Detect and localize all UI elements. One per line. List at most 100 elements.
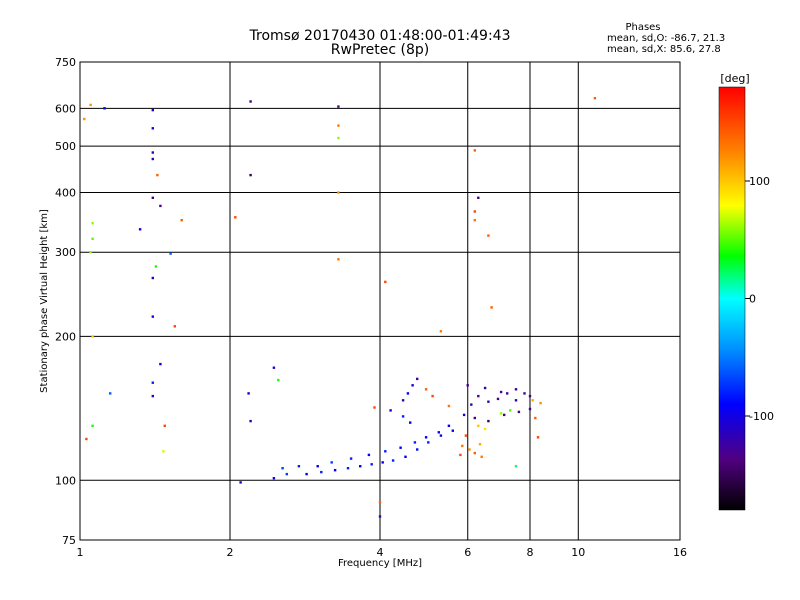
data-point	[534, 416, 537, 420]
data-point	[461, 444, 464, 448]
data-point	[439, 330, 443, 333]
data-point	[499, 412, 503, 415]
data-point	[249, 419, 252, 423]
y-tick-label: 200	[55, 330, 76, 343]
y-tick-label: 400	[55, 186, 76, 199]
data-point	[138, 228, 142, 231]
data-point	[316, 465, 319, 468]
data-point	[281, 467, 284, 470]
data-point	[528, 394, 532, 398]
data-point	[431, 394, 434, 398]
data-point	[409, 421, 412, 424]
data-point	[305, 472, 308, 476]
colorbar-tick-label: 0	[749, 293, 756, 306]
chart-title: Tromsø 20170430 01:48:00-01:49:43	[249, 28, 511, 44]
data-point	[103, 107, 106, 110]
data-point	[499, 390, 503, 394]
x-tick-labels: 1 2 4 6 8 10 16	[77, 546, 688, 559]
data-point	[483, 427, 487, 431]
y-tick-label: 75	[62, 534, 76, 547]
data-point	[509, 409, 512, 412]
data-point	[406, 392, 410, 395]
data-point	[249, 100, 252, 103]
data-point	[169, 252, 172, 255]
data-point	[337, 124, 340, 127]
data-point	[514, 388, 518, 391]
x-tick-label: 8	[527, 546, 534, 559]
data-point	[239, 481, 242, 484]
chart-subtitle: RwPretec (8p)	[331, 42, 429, 58]
data-point	[151, 157, 154, 161]
data-point	[109, 392, 112, 395]
data-point	[399, 446, 402, 449]
data-point	[349, 457, 353, 460]
data-point	[272, 366, 276, 369]
y-axis-label: Stationary phase Virtual Height [km]	[39, 209, 50, 393]
data-point	[156, 173, 159, 177]
data-point	[473, 219, 476, 222]
data-point	[367, 453, 371, 457]
data-point	[381, 461, 384, 464]
data-point	[593, 97, 597, 100]
stats-line-o: mean, sd,O: -86.7, 21.3	[607, 33, 725, 44]
data-point	[473, 416, 476, 420]
data-point	[427, 441, 430, 444]
y-tick-labels: 75 100 200 300 400 500 600 750	[55, 56, 76, 547]
data-point	[163, 424, 166, 427]
data-point	[424, 436, 428, 439]
data-point	[528, 407, 532, 411]
data-point	[162, 450, 165, 453]
y-tick-label: 100	[55, 474, 76, 487]
data-point	[91, 335, 94, 338]
data-point	[401, 399, 405, 402]
x-tick-label: 10	[571, 546, 585, 559]
data-point	[297, 465, 301, 468]
x-axis-label: Frequency [MHz]	[338, 558, 422, 569]
data-point	[272, 477, 276, 480]
data-point	[277, 378, 280, 382]
data-point	[413, 441, 417, 444]
data-point	[487, 419, 490, 423]
data-point	[89, 251, 92, 254]
data-point	[91, 222, 94, 225]
colorbar	[718, 86, 746, 511]
y-tick-label: 300	[55, 246, 76, 259]
data-point	[320, 470, 323, 474]
data-point	[384, 450, 387, 453]
data-point	[468, 448, 471, 451]
data-point	[346, 467, 350, 470]
data-point	[473, 149, 476, 152]
data-point	[439, 434, 443, 437]
data-point	[536, 436, 540, 439]
data-point	[91, 424, 94, 427]
x-tick-label: 4	[377, 546, 384, 559]
data-point	[389, 409, 392, 412]
data-point	[487, 234, 490, 237]
data-point	[247, 392, 250, 395]
data-point	[464, 434, 468, 437]
data-point	[378, 515, 382, 518]
data-point	[478, 443, 482, 446]
data-point	[151, 151, 154, 154]
y-tick-label: 500	[55, 140, 76, 153]
colorbar-tick-label: -100	[749, 410, 774, 423]
colorbar-label: [deg]	[720, 72, 749, 85]
data-point	[370, 463, 373, 466]
data-point	[477, 424, 480, 427]
data-point	[447, 424, 451, 427]
data-point	[514, 465, 518, 468]
data-point	[151, 196, 154, 199]
data-point	[459, 453, 462, 457]
data-point	[490, 306, 493, 309]
data-point	[466, 384, 469, 387]
data-point	[477, 196, 480, 199]
data-point	[249, 173, 252, 177]
data-point	[462, 413, 466, 417]
y-tick-label: 750	[55, 56, 76, 69]
data-point	[330, 461, 333, 464]
data-point	[437, 431, 440, 434]
x-tick-label: 1	[77, 546, 84, 559]
data-point	[373, 406, 376, 409]
data-point	[503, 413, 506, 417]
